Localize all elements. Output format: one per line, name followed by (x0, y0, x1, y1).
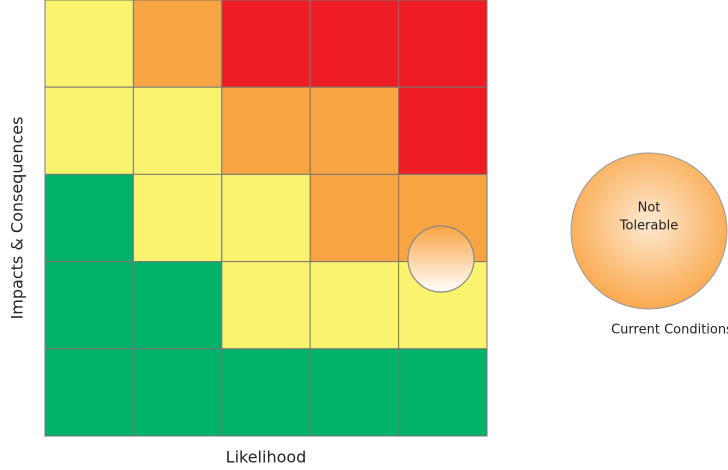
legend-caption: Current Conditions (611, 323, 728, 338)
x-axis-label: Likelihood (226, 448, 307, 467)
grid-cells (44, 0, 488, 437)
grid-cell (309, 86, 400, 175)
grid-cell (221, 173, 311, 263)
grid-cell (44, 0, 134, 88)
grid-cell (398, 348, 488, 437)
grid-cell (132, 0, 223, 88)
grid-cell (309, 0, 400, 88)
y-axis-label: Impacts & Consequences (8, 117, 27, 320)
grid-cell (132, 86, 223, 175)
grid-cell (44, 261, 134, 350)
legend-label: Tolerable (619, 219, 678, 234)
current-marker (407, 225, 475, 293)
grid-cell (309, 173, 400, 263)
grid-cell (309, 261, 400, 350)
grid-cell (398, 0, 488, 88)
grid-cell (44, 86, 134, 175)
grid-cell (221, 348, 311, 437)
grid-cell (132, 348, 223, 437)
grid-cell (221, 261, 311, 350)
grid-cell (44, 173, 134, 263)
legend-circle (570, 152, 728, 310)
grid-cell (221, 0, 311, 88)
grid-cell (398, 86, 488, 175)
grid-cell (221, 86, 311, 175)
legend-label: Not (638, 201, 661, 216)
grid-cell (44, 348, 134, 437)
grid-cell (132, 261, 223, 350)
grid-cell (132, 173, 223, 263)
grid-cell (309, 348, 400, 437)
